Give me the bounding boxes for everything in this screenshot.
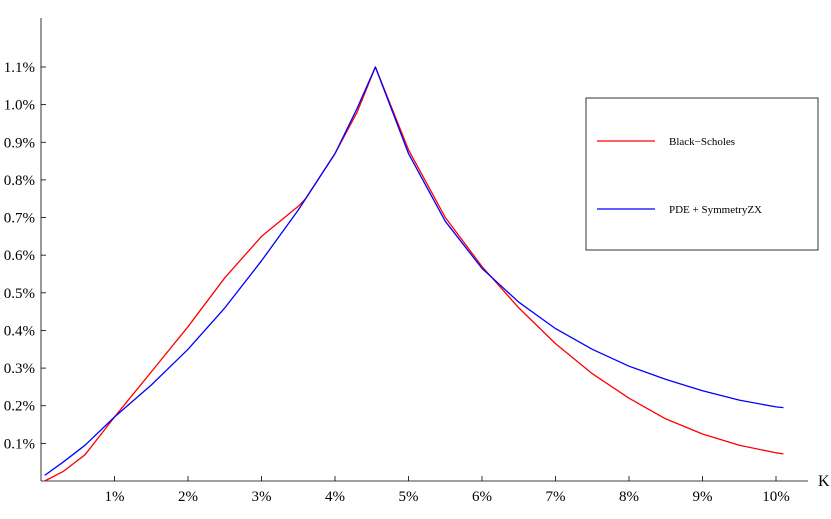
y-tick-label: 1.0% <box>4 98 35 114</box>
x-tick-label: 8% <box>619 489 639 505</box>
y-tick-label: 0.7% <box>4 211 35 227</box>
y-tick-label: 0.2% <box>4 399 35 415</box>
y-ticks: 0.1% 0.2% 0.3% 0.4% 0.5% 0.6% 0.7% 0.8% 0.9% 1.0%… <box>4 60 46 452</box>
y-tick-label: 0.4% <box>4 323 35 339</box>
x-tick-label: 3% <box>252 489 272 505</box>
x-tick-label: 6% <box>472 489 492 505</box>
x-tick-label: 7% <box>546 489 566 505</box>
legend: Black−Scholes PDE + SymmetryZX <box>585 97 819 251</box>
x-tick-label: 9% <box>693 489 713 505</box>
x-tick-label: 1% <box>105 489 125 505</box>
axes <box>40 18 808 482</box>
y-tick-label: 0.6% <box>4 248 35 264</box>
x-tick-label: 5% <box>399 489 419 505</box>
legend-label-pde-symmetryzx: PDE + SymmetryZX <box>669 204 762 216</box>
series-layer <box>44 66 784 482</box>
y-tick-label: 0.8% <box>4 173 35 189</box>
legend-label-black-scholes: Black−Scholes <box>669 136 735 148</box>
y-tick-label: 0.3% <box>4 361 35 377</box>
x-ticks: 1% 2% 3% 4% 5% 6% 7% 8% 9% 10% <box>105 476 790 505</box>
x-tick-label: 10% <box>762 489 790 505</box>
y-tick-label: 0.1% <box>4 436 35 452</box>
x-axis-title: K <box>818 473 830 490</box>
y-tick-label: 0.9% <box>4 135 35 151</box>
series-line-pde-symmetryzx <box>44 66 784 476</box>
y-tick-label: 1.1% <box>4 60 35 76</box>
x-tick-label: 2% <box>178 489 198 505</box>
legend-box <box>585 97 819 251</box>
x-tick-label: 4% <box>325 489 345 505</box>
y-tick-label: 0.5% <box>4 286 35 302</box>
